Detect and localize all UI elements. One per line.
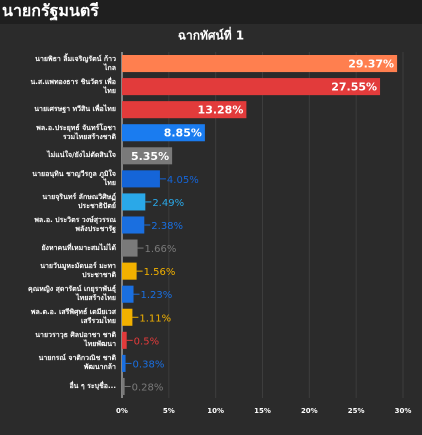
bar xyxy=(122,78,381,96)
y-tick-label: นายวราวุธ ศิลปอาชา ชาติไทยพัฒนา xyxy=(35,331,116,349)
value-label: 29.37% xyxy=(348,58,394,71)
value-label: 27.55% xyxy=(331,81,377,94)
bar xyxy=(122,54,398,73)
value-label: 0.5% xyxy=(134,336,159,347)
bar xyxy=(122,124,205,142)
y-tick-label: นายอนุทิน ชาญวีรกูล ภูมิใจไทย xyxy=(32,169,116,187)
value-label: 0.28% xyxy=(132,382,164,393)
y-tick-label: นายกรณ์ จาติกวณิช ชาติพัฒนากล้า xyxy=(38,354,116,372)
value-label: 13.28% xyxy=(198,104,244,117)
y-tick-label: น.ส.แพทองธาร ชินวัตร เพื่อไทย xyxy=(30,77,116,95)
bar xyxy=(122,193,146,211)
y-tick-label: ไม่แน่ใจ/ยังไม่ตัดสินใจ xyxy=(47,151,116,160)
x-tick-label: 0% xyxy=(116,407,128,415)
chart-panel: ฉากทัศน์ที่ 1 0% 5% 10% 15% 20% 25% 30% 29.37% 2… xyxy=(0,24,422,435)
bar xyxy=(122,147,173,165)
y-tick-label: ยังหาคนที่เหมาะสมไม่ได้ xyxy=(41,243,116,252)
bar xyxy=(122,262,137,280)
bar xyxy=(122,285,134,303)
x-tick-label: 5% xyxy=(163,407,175,415)
value-label: 2.38% xyxy=(151,221,183,232)
x-tick-label: 10% xyxy=(207,407,224,415)
bar xyxy=(122,216,145,234)
y-tick-label: พล.อ. ประวิตร วงษ์สุวรรณ พลังประชารัฐ xyxy=(34,215,116,233)
y-tick-label: นายเศรษฐา ทวีสิน เพื่อไทย xyxy=(34,105,116,114)
value-label: 5.35% xyxy=(131,150,169,163)
bar xyxy=(122,308,133,326)
bar xyxy=(122,170,160,188)
x-tick-label: 25% xyxy=(348,407,365,415)
chart: ฉากทัศน์ที่ 1 0% 5% 10% 15% 20% 25% 30% 29.37% 2… xyxy=(116,27,412,416)
x-tick-label: 15% xyxy=(254,407,271,415)
value-label: 2.49% xyxy=(152,198,184,209)
y-tick-label: พล.ต.อ. เสรีพิศุทธ์ เตมียเวส เสรีรวมไทย xyxy=(30,308,116,326)
y-tick-label: นายวันมูหะมัดนอร์ มะทา ประชาชาติ xyxy=(40,262,116,280)
value-label: 1.66% xyxy=(145,244,177,255)
bar xyxy=(122,239,138,257)
bar xyxy=(122,377,125,396)
value-label: 8.85% xyxy=(164,127,202,140)
bar xyxy=(122,354,126,372)
bar xyxy=(122,331,127,349)
x-tick-label: 20% xyxy=(301,407,318,415)
y-tick-label: อื่น ๆ ระบุชื่อ... xyxy=(69,381,116,390)
y-tick-label: นายจุรินทร์ ลักษณวิศิษฏ์ ประชาธิปัตย์ xyxy=(42,192,116,210)
value-label: 1.23% xyxy=(141,290,173,301)
y-tick-label: คุณหญิง สุดารัตน์ เกยุราพันธุ์ ไทยสร้างไ… xyxy=(28,285,116,303)
value-label: 1.11% xyxy=(139,313,171,324)
bar xyxy=(122,101,247,119)
value-label: 1.56% xyxy=(144,267,176,278)
chart-title: ฉากทัศน์ที่ 1 xyxy=(178,27,244,43)
x-tick-label: 30% xyxy=(395,407,412,415)
header: นายกรัฐมนตรี xyxy=(2,1,99,20)
y-tick-label: พล.อ.ประยุทธ์ จันทร์โอชา รวมไทยสร้างชาติ xyxy=(36,123,116,141)
value-label: 4.05% xyxy=(167,175,199,186)
y-tick-label: นายพิธา ลิ้มเจริญรัตน์ ก้าวไกล xyxy=(35,54,116,72)
value-label: 0.38% xyxy=(133,359,165,370)
